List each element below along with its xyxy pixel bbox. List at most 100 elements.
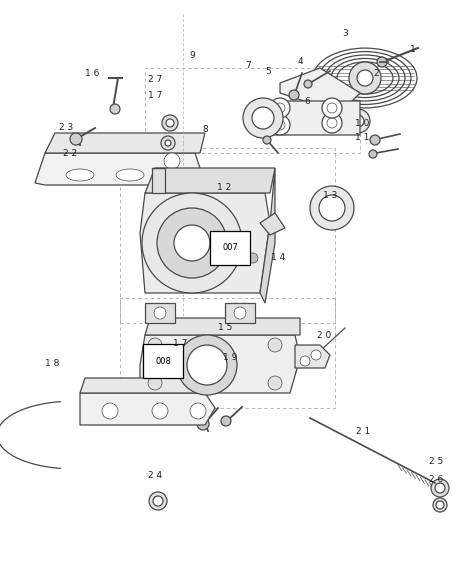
Text: 3: 3 (342, 29, 348, 37)
Text: 1 9: 1 9 (223, 353, 237, 361)
Text: 1 6: 1 6 (85, 68, 99, 78)
Text: 1 5: 1 5 (218, 324, 232, 332)
Ellipse shape (331, 58, 399, 97)
Circle shape (252, 107, 274, 129)
Circle shape (319, 195, 345, 221)
Circle shape (346, 109, 370, 133)
Circle shape (431, 479, 449, 497)
Polygon shape (152, 168, 165, 193)
Circle shape (300, 356, 310, 366)
Circle shape (221, 416, 231, 426)
Text: 008: 008 (155, 356, 171, 366)
Polygon shape (35, 153, 200, 185)
Circle shape (70, 133, 82, 145)
Circle shape (177, 335, 237, 395)
Circle shape (369, 150, 377, 158)
Circle shape (435, 483, 445, 493)
Circle shape (322, 113, 342, 133)
Circle shape (234, 307, 246, 319)
Circle shape (357, 70, 373, 86)
Circle shape (197, 418, 209, 430)
Polygon shape (145, 168, 275, 193)
Polygon shape (145, 318, 300, 335)
Text: 2 2: 2 2 (63, 149, 77, 157)
Circle shape (165, 140, 171, 146)
Text: 1 7: 1 7 (148, 92, 162, 100)
Polygon shape (140, 193, 270, 293)
Text: 6: 6 (304, 97, 310, 106)
Text: 1 0: 1 0 (355, 118, 369, 128)
Circle shape (370, 135, 380, 145)
Circle shape (154, 307, 166, 319)
Ellipse shape (116, 169, 144, 181)
Ellipse shape (319, 51, 411, 104)
Text: 1 8: 1 8 (45, 359, 59, 367)
Circle shape (174, 225, 210, 261)
Text: 8: 8 (202, 125, 208, 135)
Bar (145, 68, 360, 153)
Circle shape (102, 403, 118, 419)
Circle shape (148, 376, 162, 390)
Text: 2 6: 2 6 (429, 475, 443, 483)
Text: 1: 1 (410, 45, 416, 54)
Text: 1 2: 1 2 (217, 184, 231, 192)
Ellipse shape (313, 48, 417, 108)
Text: 2 1: 2 1 (356, 427, 370, 436)
Text: 7: 7 (245, 61, 251, 71)
Circle shape (187, 345, 227, 385)
Text: 4: 4 (297, 57, 303, 65)
Text: 5: 5 (265, 68, 271, 76)
Polygon shape (295, 345, 330, 368)
Circle shape (142, 193, 242, 293)
Circle shape (166, 119, 174, 127)
Polygon shape (45, 133, 205, 153)
Circle shape (270, 115, 290, 135)
Text: 1 3: 1 3 (323, 191, 337, 199)
Text: 2 4: 2 4 (148, 470, 162, 479)
Bar (120, 298, 335, 408)
Circle shape (310, 186, 354, 230)
Circle shape (148, 338, 162, 352)
Polygon shape (140, 335, 300, 393)
Circle shape (161, 136, 175, 150)
Ellipse shape (66, 169, 94, 181)
Circle shape (304, 80, 312, 88)
Polygon shape (260, 168, 275, 303)
Polygon shape (258, 101, 360, 135)
Circle shape (243, 98, 283, 138)
Circle shape (164, 153, 180, 169)
Text: 1 4: 1 4 (271, 254, 285, 262)
Circle shape (436, 501, 444, 509)
Circle shape (149, 492, 167, 510)
Text: 1 1: 1 1 (355, 132, 369, 142)
Circle shape (377, 57, 387, 67)
Circle shape (157, 208, 227, 278)
Text: 2 7: 2 7 (148, 75, 162, 83)
Circle shape (349, 62, 381, 94)
Circle shape (289, 90, 299, 100)
Text: 2 5: 2 5 (429, 456, 443, 465)
Polygon shape (225, 303, 255, 323)
Circle shape (322, 98, 342, 118)
Polygon shape (145, 303, 175, 323)
Text: 2 0: 2 0 (317, 331, 331, 339)
Circle shape (268, 338, 282, 352)
Text: 2: 2 (373, 68, 379, 78)
Polygon shape (280, 68, 360, 113)
Circle shape (270, 98, 290, 118)
Circle shape (110, 104, 120, 114)
Ellipse shape (337, 62, 393, 94)
Circle shape (268, 376, 282, 390)
Polygon shape (260, 213, 285, 235)
Polygon shape (80, 378, 215, 393)
Circle shape (263, 136, 271, 144)
Text: 1 7: 1 7 (173, 339, 187, 347)
Ellipse shape (325, 55, 405, 101)
Circle shape (190, 403, 206, 419)
Text: 9: 9 (189, 51, 195, 59)
Polygon shape (80, 393, 215, 425)
Circle shape (152, 403, 168, 419)
Circle shape (153, 496, 163, 506)
Circle shape (352, 115, 364, 127)
Circle shape (248, 253, 258, 263)
